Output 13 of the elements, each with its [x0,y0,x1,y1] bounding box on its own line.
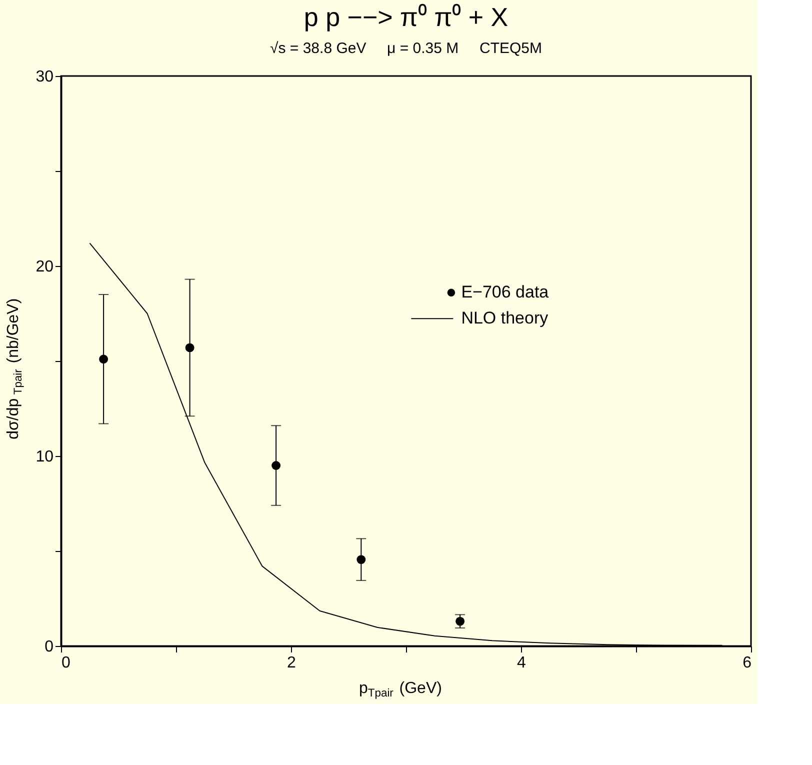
x-tick-label: 2 [287,654,296,672]
legend-label: E−706 data [461,282,550,302]
legend-label: NLO theory [461,308,549,328]
x-tick-label: 4 [517,654,526,672]
chart-subtitle: √s = 38.8 GeV μ = 0.35 M CTEQ5M [270,40,542,57]
x-tick-label: 6 [742,654,752,672]
y-tick-label: 20 [36,258,54,276]
y-axis-title: dσ/dpTpair (nb/GeV) [5,298,25,440]
x-tick-label: 0 [62,654,70,672]
y-tick-label: 0 [44,638,54,656]
chart-title: p p −−> π⁰ π⁰ + X [304,2,508,32]
y-tick-label: 30 [36,68,54,86]
y-tick-label: 10 [36,448,54,466]
